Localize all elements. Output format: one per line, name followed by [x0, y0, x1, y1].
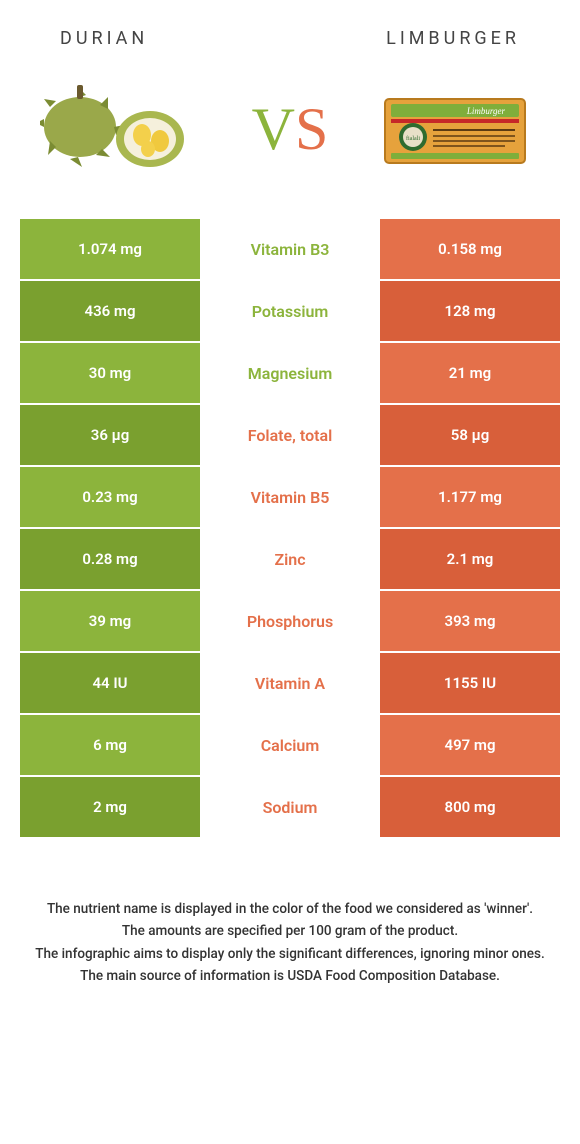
- svg-text:fialali: fialali: [406, 135, 420, 142]
- nutrient-name-cell: Phosphorus: [200, 591, 380, 651]
- nutrient-name-cell: Vitamin B5: [200, 467, 380, 527]
- nutrient-row: 0.28 mgZinc2.1 mg: [20, 529, 560, 589]
- footer-line: The nutrient name is displayed in the co…: [20, 899, 560, 919]
- left-value-cell: 44 IU: [20, 653, 200, 713]
- nutrient-name-cell: Zinc: [200, 529, 380, 589]
- nutrient-row: 0.23 mgVitamin B51.177 mg: [20, 467, 560, 527]
- nutrient-name-cell: Magnesium: [200, 343, 380, 403]
- image-row: VS Limburger fialali: [0, 59, 580, 219]
- vs-v: V: [252, 96, 295, 162]
- left-food-image: [40, 69, 210, 189]
- right-value-cell: 2.1 mg: [380, 529, 560, 589]
- footer-line: The amounts are specified per 100 gram o…: [20, 921, 560, 941]
- nutrient-row: 44 IUVitamin A1155 IU: [20, 653, 560, 713]
- nutrient-row: 30 mgMagnesium21 mg: [20, 343, 560, 403]
- left-value-cell: 30 mg: [20, 343, 200, 403]
- right-value-cell: 800 mg: [380, 777, 560, 837]
- left-value-cell: 36 µg: [20, 405, 200, 465]
- right-value-cell: 497 mg: [380, 715, 560, 775]
- footer-notes: The nutrient name is displayed in the co…: [20, 899, 560, 988]
- nutrient-row: 36 µgFolate, total58 µg: [20, 405, 560, 465]
- left-value-cell: 0.28 mg: [20, 529, 200, 589]
- footer-line: The infographic aims to display only the…: [20, 944, 560, 964]
- nutrient-row: 1.074 mgVitamin B30.158 mg: [20, 219, 560, 279]
- right-value-cell: 1155 IU: [380, 653, 560, 713]
- left-value-cell: 2 mg: [20, 777, 200, 837]
- svg-text:Limburger: Limburger: [466, 106, 506, 116]
- footer-line: The main source of information is USDA F…: [20, 966, 560, 986]
- nutrient-row: 436 mgPotassium128 mg: [20, 281, 560, 341]
- nutrient-name-cell: Vitamin B3: [200, 219, 380, 279]
- vs-label: VS: [252, 99, 329, 159]
- nutrient-table: 1.074 mgVitamin B30.158 mg436 mgPotassiu…: [20, 219, 560, 839]
- right-value-cell: 0.158 mg: [380, 219, 560, 279]
- right-value-cell: 1.177 mg: [380, 467, 560, 527]
- left-food-title: Durian: [60, 28, 148, 49]
- nutrient-name-cell: Vitamin A: [200, 653, 380, 713]
- nutrient-name-cell: Calcium: [200, 715, 380, 775]
- nutrient-row: 39 mgPhosphorus393 mg: [20, 591, 560, 651]
- nutrient-name-cell: Folate, total: [200, 405, 380, 465]
- nutrient-name-cell: Sodium: [200, 777, 380, 837]
- nutrient-row: 2 mgSodium800 mg: [20, 777, 560, 837]
- nutrient-row: 6 mgCalcium497 mg: [20, 715, 560, 775]
- header-row: Durian Limburger: [0, 0, 580, 59]
- nutrient-name-cell: Potassium: [200, 281, 380, 341]
- right-value-cell: 128 mg: [380, 281, 560, 341]
- vs-s: S: [295, 96, 328, 162]
- left-value-cell: 1.074 mg: [20, 219, 200, 279]
- left-value-cell: 39 mg: [20, 591, 200, 651]
- left-value-cell: 6 mg: [20, 715, 200, 775]
- right-value-cell: 393 mg: [380, 591, 560, 651]
- right-food-image: Limburger fialali: [370, 69, 540, 189]
- left-value-cell: 436 mg: [20, 281, 200, 341]
- right-value-cell: 21 mg: [380, 343, 560, 403]
- right-food-title: Limburger: [386, 28, 520, 49]
- left-value-cell: 0.23 mg: [20, 467, 200, 527]
- right-value-cell: 58 µg: [380, 405, 560, 465]
